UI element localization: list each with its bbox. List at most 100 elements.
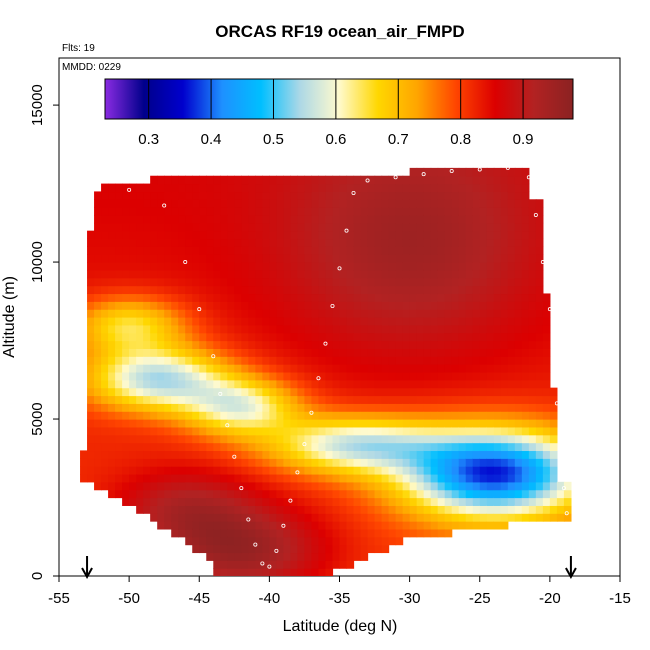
heatmap-cell [507,317,516,326]
heatmap-cell [192,175,200,185]
heatmap-cell [262,230,270,240]
heatmap-cell [129,348,137,357]
heatmap-cell [500,191,509,200]
heatmap-cell [423,387,432,397]
heatmap-cell [178,379,186,389]
heatmap-cell [220,324,228,334]
heatmap-cell [493,324,502,334]
heatmap-cell [101,254,109,263]
heatmap-cell [332,222,341,232]
heatmap-cell [199,285,207,295]
heatmap-cell [514,285,523,295]
heatmap-cell [290,521,299,530]
heatmap-cell [521,293,530,302]
heatmap-cell [129,254,137,263]
heatmap-cell [458,293,467,302]
heatmap-cell [409,426,418,436]
heatmap-cell [122,450,130,459]
heatmap-cell [374,175,383,185]
heatmap-cell [290,371,299,381]
heatmap-cell [283,183,292,193]
heatmap-cell [423,332,432,342]
heatmap-cell [535,442,544,452]
heatmap-cell [430,167,439,177]
heatmap-cell [346,262,355,271]
heatmap-cell [339,552,348,561]
heatmap-cell [199,324,207,334]
heatmap-cell [157,419,165,428]
heatmap-cell [395,301,404,310]
heatmap-cell [493,262,502,271]
heatmap-cell [255,528,263,538]
heatmap-cell [486,277,495,287]
heatmap-cell [192,246,200,255]
heatmap-cell [115,262,123,271]
heatmap-cell [409,473,418,483]
heatmap-cell [458,207,467,216]
heatmap-cell [458,309,467,318]
heatmap-cell [255,536,263,546]
heatmap-cell [164,450,172,459]
heatmap-cell [164,513,172,522]
heatmap-cell [423,222,432,232]
heatmap-cell [388,371,397,381]
heatmap-cell [185,473,193,483]
heatmap-cell [185,317,193,326]
heatmap-cell [332,473,341,483]
heatmap-cell [325,332,334,342]
heatmap-cell [269,513,277,522]
heatmap-cell [304,285,313,295]
heatmap-cell [486,269,495,279]
heatmap-cell [500,395,509,404]
flight-track-marker [309,410,314,415]
heatmap-cell [409,411,418,420]
heatmap-cell [360,332,369,342]
heatmap-cell [479,285,488,295]
heatmap-cell [213,403,221,412]
heatmap-cell [430,521,439,530]
heatmap-cell [283,348,292,357]
heatmap-cell [444,426,453,436]
heatmap-cell [150,356,158,365]
heatmap-cell [213,309,221,318]
heatmap-cell [262,371,270,381]
heatmap-cell [507,191,516,200]
heatmap-cell [493,191,502,200]
heatmap-cell [549,458,558,467]
heatmap-cell [269,536,277,546]
heatmap-cell [556,505,565,514]
heatmap-cell [227,332,235,342]
heatmap-cell [150,489,158,499]
heatmap-cell [367,364,376,373]
heatmap-cell [353,199,362,208]
heatmap-cell [129,426,137,436]
heatmap-cell [227,285,235,295]
heatmap-cell [374,214,383,224]
heatmap-cell [325,246,334,255]
heatmap-cell [332,403,341,412]
heatmap-cell [346,426,355,436]
heatmap-cell [528,262,537,271]
heatmap-cell [248,175,256,185]
heatmap-cell [367,324,376,334]
heatmap-cell [500,332,509,342]
heatmap-cell [248,411,256,420]
heatmap-cell [388,254,397,263]
heatmap-cell [157,489,165,499]
heatmap-cell [311,175,320,185]
heatmap-cell [507,340,516,349]
heatmap-cell [416,324,425,334]
heatmap-cell [108,214,116,224]
heatmap-cell [514,214,523,224]
heatmap-cell [311,348,320,357]
heatmap-cell [94,466,102,475]
heatmap-cell [101,458,109,467]
heatmap-cell [178,348,186,357]
heatmap-cell [528,497,537,506]
heatmap-cell [248,528,256,538]
heatmap-cell [276,199,284,208]
heatmap-cell [549,489,558,499]
heatmap-cell [220,395,228,404]
heatmap-cell [388,191,397,200]
heatmap-cell [150,434,158,444]
